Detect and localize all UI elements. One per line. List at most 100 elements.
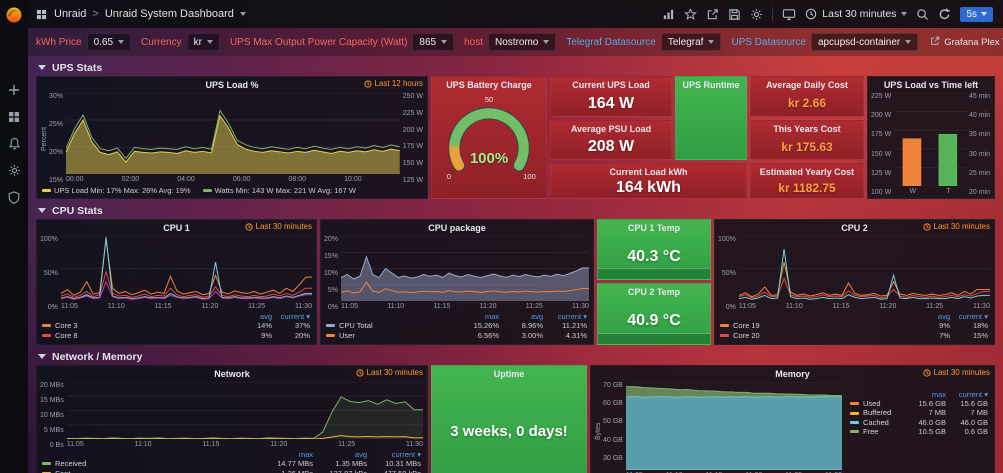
- breadcrumb-org[interactable]: Unraid: [54, 8, 87, 20]
- variable-ups-max-output-power-capacity-watt[interactable]: UPS Max Output Power Capacity (Watt) 865: [230, 33, 455, 51]
- variable-value-dropdown[interactable]: Telegraf: [660, 33, 722, 51]
- legend-header[interactable]: max current ▾: [931, 390, 988, 399]
- legend-row-core-19[interactable]: Core 19 9% 18%: [720, 321, 988, 330]
- legend-row-core-20[interactable]: Core 20 7% 15%: [720, 331, 988, 340]
- legend-row-cached[interactable]: Cached 46.0 GB 46.0 GB: [850, 418, 988, 427]
- panel-header[interactable]: UPS Runtime: [682, 79, 740, 90]
- panel-ups-runtime: UPS Runtime: [675, 76, 747, 160]
- row-header-network-memory[interactable]: Network / Memory: [36, 348, 995, 365]
- panel-header[interactable]: CPU package: [428, 222, 486, 233]
- y-axis-label: Percent: [41, 126, 48, 151]
- legend-swatch: [42, 462, 51, 466]
- variable-host[interactable]: host Nostromo: [464, 33, 557, 51]
- panel-header[interactable]: This Years Cost: [773, 123, 841, 134]
- panel-header[interactable]: Estimated Yearly Cost: [759, 166, 855, 177]
- legend-header[interactable]: avg current ▾: [937, 312, 988, 322]
- refresh-interval-dropdown[interactable]: 5s: [960, 6, 993, 22]
- cpu2-chart[interactable]: 100% 50% 0% 11:05 11:10 11:15 11:20 11:25 11:30 a…: [715, 235, 994, 344]
- legend-header[interactable]: max avg current ▾: [298, 450, 421, 460]
- legend-row-free[interactable]: Free 10.5 GB 0.6 GB: [850, 427, 988, 436]
- share-icon[interactable]: [706, 8, 719, 21]
- y-axis: 20% 15% 10% 5% 0%: [324, 236, 339, 312]
- panel-header-battery[interactable]: UPS Battery Charge: [446, 79, 532, 90]
- panel-header[interactable]: CPU 1 Temp: [627, 222, 681, 233]
- plot-area[interactable]: [341, 236, 589, 302]
- network-chart[interactable]: 20 MBs 15 MBs 10 MBs 5 MBs 0 Bs 11:05 11:10 11:…: [37, 381, 427, 473]
- plot-area[interactable]: [61, 236, 312, 301]
- breadcrumb-dashboard[interactable]: Unraid System Dashboard: [104, 8, 234, 20]
- row-network-memory: Network Last 30 minutes 20 MBs 15 MBs 10 M…: [36, 365, 995, 473]
- save-icon[interactable]: [728, 8, 741, 21]
- panel-header[interactable]: CPU 2 Last 30 minutes: [841, 222, 990, 233]
- panel-time-override: Last 30 minutes: [355, 368, 423, 377]
- cpu1-chart[interactable]: 100% 50% 0% 11:05 11:10 11:15 11:20 11:25 11:30 a…: [37, 235, 316, 344]
- alerting-icon[interactable]: [0, 130, 28, 157]
- tv-mode-icon[interactable]: [782, 8, 796, 21]
- legend-item[interactable]: Watts Min: 143 W Max: 221 W Avg: 167 W: [202, 186, 356, 195]
- row-header-ups-stats[interactable]: UPS Stats: [36, 59, 995, 76]
- panel-header-ups-load[interactable]: UPS Load % Last 12 hours: [205, 79, 423, 90]
- create-icon[interactable]: [0, 76, 28, 103]
- panel-header[interactable]: Current Load kWh: [609, 166, 688, 177]
- variable-ups-datasource[interactable]: UPS Datasource apcupsd-container: [731, 33, 919, 51]
- plot-area[interactable]: [625, 382, 842, 470]
- legend-header[interactable]: max avg current ▾: [484, 312, 587, 322]
- panel-ups-load-vs-time-left: UPS Load vs Time left 225 W 200 W 175 W 150…: [867, 76, 995, 199]
- variable-value-dropdown[interactable]: 0.65: [86, 33, 132, 51]
- ups-load-chart[interactable]: Percent 30% 25% 20% 15% 00:00 02:00 04:00 06:00 0…: [37, 92, 427, 198]
- legend-row-buffered[interactable]: Buffered 7 MB 7 MB: [850, 408, 988, 417]
- legend-row-used[interactable]: Used 15.6 GB 15.6 GB: [850, 399, 988, 408]
- panel-insights-icon[interactable]: [662, 8, 675, 21]
- ups-load-vs-time-chart[interactable]: 225 W 200 W 175 W 150 W 125 W 100 W W T 45 min 40…: [868, 92, 994, 198]
- gauge-mid-label: 50: [484, 95, 494, 104]
- variable-value-dropdown[interactable]: apcupsd-container: [810, 33, 919, 51]
- caret-down-icon: [239, 12, 246, 16]
- panel-header[interactable]: UPS Load vs Time left: [883, 79, 979, 90]
- legend-row-core-8[interactable]: Core 8 9% 20%: [42, 331, 310, 340]
- stat-value: 164 W: [587, 94, 635, 112]
- panel-header[interactable]: Network Last 30 minutes: [214, 368, 423, 379]
- panel-average-psu-load: Average PSU Load 208 W: [550, 120, 672, 160]
- plot-area[interactable]: [66, 382, 423, 440]
- refresh-icon[interactable]: [938, 8, 951, 21]
- legend-header[interactable]: avg current ▾: [259, 312, 310, 322]
- grafana-logo[interactable]: [5, 6, 23, 24]
- plot-area[interactable]: [894, 93, 966, 186]
- legend-item[interactable]: UPS Load Min: 17% Max: 26% Avg: 19%: [42, 186, 191, 195]
- panel-header[interactable]: Memory Last 30 minutes: [775, 368, 990, 379]
- dashboard-settings-icon[interactable]: [750, 8, 763, 21]
- panel-header[interactable]: Average Daily Cost: [766, 79, 848, 90]
- plot-area[interactable]: [66, 93, 400, 174]
- plot-area[interactable]: [739, 236, 990, 301]
- row-header-cpu-stats[interactable]: CPU Stats: [36, 202, 995, 219]
- stat-value: 164 kWh: [616, 179, 681, 197]
- variable-currency[interactable]: Currency kr: [141, 33, 220, 51]
- variable-kwh-price[interactable]: kWh Price 0.65: [36, 33, 132, 51]
- legend-row-sent[interactable]: Sent1.26 MBs137.87 kBs477.50 kBs: [42, 469, 421, 473]
- variable-value-dropdown[interactable]: 865: [412, 33, 455, 51]
- star-icon[interactable]: [684, 7, 698, 21]
- panel-header[interactable]: CPU 1 Last 30 minutes: [163, 222, 312, 233]
- legend-swatch: [42, 471, 51, 473]
- panel-header[interactable]: Current UPS Load: [572, 79, 650, 90]
- zoom-out-icon[interactable]: [916, 8, 929, 21]
- panel-header[interactable]: CPU 2 Temp: [627, 286, 681, 297]
- dashboards-icon[interactable]: [0, 103, 28, 130]
- help-icon[interactable]: [0, 184, 28, 211]
- panel-header[interactable]: Average PSU Load: [570, 123, 652, 134]
- chart-legend: avg current ▾ Core 19 9% 18% Core 20 7% 15%: [718, 311, 990, 342]
- legend-row-core-3[interactable]: Core 3 14% 37%: [42, 321, 310, 330]
- legend-row-received[interactable]: Received 14.77 MBs 1.35 MBs 10.31 MBs: [42, 459, 421, 468]
- variable-value-dropdown[interactable]: kr: [186, 33, 220, 51]
- time-range-picker[interactable]: Last 30 minutes: [805, 8, 908, 20]
- variable-value-dropdown[interactable]: Nostromo: [488, 33, 557, 51]
- dashboard-link-grafana-plex-theme[interactable]: Grafana Plex Theme: [930, 36, 1003, 49]
- legend-row-user[interactable]: User 6.56% 3.00% 4.31%: [326, 331, 587, 340]
- cpu-package-chart[interactable]: 20% 15% 10% 5% 0% 11:05 11:10 11:15 11:20 11:25 11…: [321, 235, 593, 344]
- variable-telegraf-datasource[interactable]: Telegraf Datasource Telegraf: [566, 33, 722, 51]
- legend-row-cpu-total[interactable]: CPU Total 15.26% 8.96% 11.21%: [326, 321, 587, 330]
- breadcrumb[interactable]: Unraid > Unraid System Dashboard: [54, 8, 246, 20]
- panel-header[interactable]: Uptime: [493, 368, 525, 379]
- configuration-icon[interactable]: [0, 157, 28, 184]
